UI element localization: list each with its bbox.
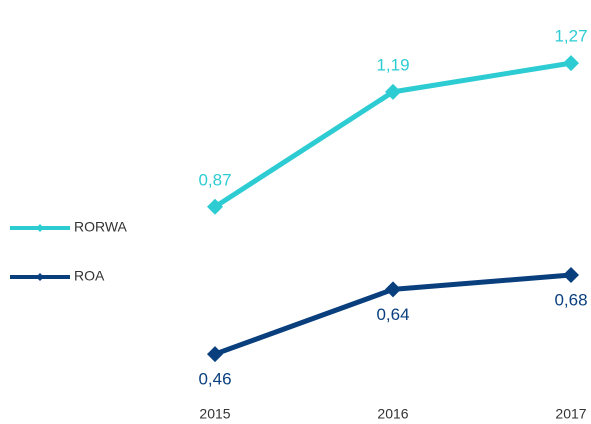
data-label: 0,68 bbox=[554, 291, 587, 310]
x-tick-label: 2016 bbox=[377, 406, 408, 422]
marker bbox=[563, 55, 579, 72]
legend-marker bbox=[36, 273, 44, 281]
marker bbox=[563, 267, 579, 284]
legend-marker bbox=[36, 224, 44, 232]
marker bbox=[207, 346, 223, 363]
data-label: 0,46 bbox=[198, 370, 231, 389]
data-label: 1,27 bbox=[554, 27, 587, 46]
data-label: 1,19 bbox=[376, 55, 409, 74]
x-tick-label: 2017 bbox=[555, 406, 586, 422]
legend-label: ROA bbox=[74, 268, 105, 284]
marker bbox=[207, 198, 223, 215]
x-tick-label: 2015 bbox=[199, 406, 230, 422]
marker bbox=[385, 83, 401, 100]
marker bbox=[385, 281, 401, 298]
data-label: 0,64 bbox=[376, 305, 409, 324]
data-label: 0,87 bbox=[198, 170, 231, 189]
legend-label: RORWA bbox=[74, 219, 128, 235]
